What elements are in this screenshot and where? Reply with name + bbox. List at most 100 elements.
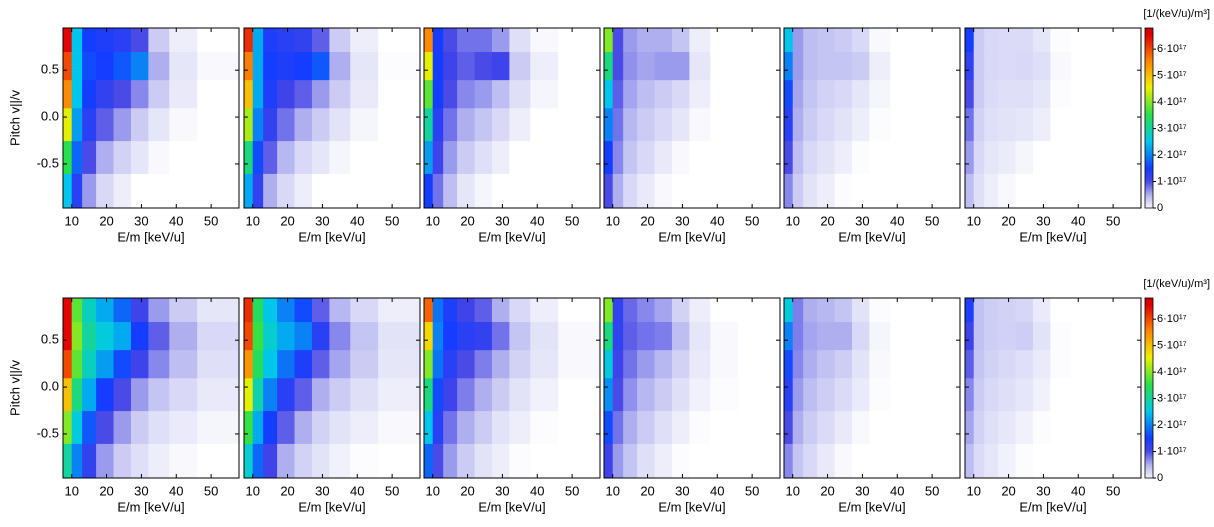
heat-cell <box>197 349 239 379</box>
heat-cell <box>851 173 870 208</box>
heat-cell <box>1099 140 1141 174</box>
panel: 10 20 30 40 50 E/m [keV/u] <box>243 27 421 244</box>
heat-cell <box>637 28 656 53</box>
heat-cell <box>918 443 960 478</box>
heat-cell <box>654 107 673 142</box>
heat-cell <box>252 377 264 412</box>
heat-cell <box>890 443 919 478</box>
heat-cell <box>1032 377 1051 412</box>
panel-frame <box>964 297 1142 479</box>
heat-cell <box>998 410 1017 444</box>
heat-cell <box>443 28 458 53</box>
heat-cell <box>263 79 278 109</box>
heat-cell <box>474 410 493 444</box>
heat-cell <box>1015 173 1034 208</box>
heat-cell <box>965 349 975 379</box>
heat-cell <box>424 321 434 351</box>
heat-cell <box>965 298 975 323</box>
heat-cell <box>654 173 673 208</box>
x-axis-label: E/m [keV/u] <box>838 499 905 514</box>
heat-cell <box>689 377 711 412</box>
heat-cell <box>509 173 531 208</box>
colorbar-tick-label: 6·10¹⁷ <box>1157 43 1187 55</box>
heat-cell <box>71 443 83 478</box>
heat-cell <box>474 298 493 323</box>
heat-cell <box>148 443 170 478</box>
heat-cell <box>654 140 673 174</box>
heat-cell <box>263 410 278 444</box>
heat-cell <box>432 377 444 412</box>
heat-cell <box>965 107 975 142</box>
heat-cell <box>113 51 132 81</box>
heat-cell <box>294 443 313 478</box>
heat-cell <box>851 140 870 174</box>
heat-cell <box>623 298 638 323</box>
colorbar-tick-label: 3·10¹⁷ <box>1157 392 1187 404</box>
heat-cell <box>491 349 510 379</box>
heat-cell <box>784 107 794 142</box>
heat-cell <box>689 79 711 109</box>
heat-cell <box>424 28 434 53</box>
cells <box>965 28 1141 208</box>
x-tick-label: 40 <box>530 483 544 498</box>
heat-cell <box>869 443 891 478</box>
heat-cell <box>604 410 614 444</box>
heat-cell <box>851 107 870 142</box>
heat-cell <box>443 321 458 351</box>
heat-cell <box>803 321 818 351</box>
heat-cell <box>457 298 476 323</box>
heat-cell <box>252 173 264 208</box>
panel: 10 20 30 40 50 E/m [keV/u] <box>964 27 1142 244</box>
heat-cell <box>1050 51 1072 81</box>
x-tick-label: 40 <box>350 213 364 228</box>
heat-cell <box>311 51 330 81</box>
y-tick-label: 0.0 <box>41 109 59 124</box>
heat-cell <box>918 173 960 208</box>
x-tick-label: 10 <box>966 213 980 228</box>
heat-cell <box>252 443 264 478</box>
heat-cell <box>263 173 278 208</box>
heat-cell <box>792 443 804 478</box>
heat-cell <box>113 377 132 412</box>
x-axis-label: E/m [keV/u] <box>1019 499 1086 514</box>
heat-cell <box>784 51 794 81</box>
heat-cell <box>654 443 673 478</box>
heat-cell <box>604 140 614 174</box>
x-tick-label: 20 <box>640 213 654 228</box>
heat-cell <box>710 410 739 444</box>
heat-cell <box>530 107 559 142</box>
heat-cell <box>96 377 115 412</box>
heat-cell <box>252 51 264 81</box>
heat-cell <box>1032 349 1051 379</box>
heat-cell <box>148 140 170 174</box>
heat-cell <box>197 321 239 351</box>
heat-cell <box>604 298 614 323</box>
heat-cell <box>710 443 739 478</box>
x-axis-label: E/m [keV/u] <box>478 229 545 244</box>
heat-cell <box>329 173 351 208</box>
heat-cell <box>96 51 115 81</box>
heat-cell <box>689 298 711 323</box>
heat-cell <box>973 107 985 142</box>
x-axis-label: E/m [keV/u] <box>658 499 725 514</box>
heat-cell <box>130 51 149 81</box>
heat-cell <box>252 107 264 142</box>
heat-cell <box>169 321 198 351</box>
x-tick-label: 30 <box>315 213 329 228</box>
x-tick-label: 30 <box>315 483 329 498</box>
heat-cell <box>277 173 296 208</box>
heat-cell <box>1071 79 1100 109</box>
heat-cell <box>509 377 531 412</box>
heat-cell <box>1099 321 1141 351</box>
heat-cell <box>792 107 804 142</box>
x-tick-label: 30 <box>134 213 148 228</box>
heat-cell <box>509 298 531 323</box>
heat-cell <box>244 349 254 379</box>
heat-cell <box>984 28 999 53</box>
colorbar-tick-label: 0 <box>1157 202 1163 214</box>
cells <box>244 298 420 478</box>
heat-cell <box>654 349 673 379</box>
x-tick-label: 10 <box>785 483 799 498</box>
heat-cell <box>509 79 531 109</box>
heat-cell <box>311 173 330 208</box>
